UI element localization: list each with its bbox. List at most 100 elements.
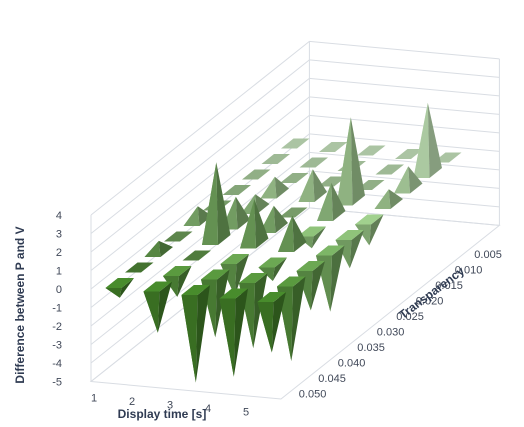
pyramid-face [273, 205, 288, 233]
pyramid-face [260, 176, 277, 199]
flat-mark [261, 154, 290, 164]
pyramid-base [297, 226, 326, 237]
pyramid-face [257, 302, 274, 353]
pyramid-mark [336, 117, 365, 206]
y-tick-label: 2 [56, 247, 62, 259]
pyramid-face [292, 215, 307, 252]
pyramid-mark [164, 231, 193, 242]
pyramid-face [163, 276, 179, 297]
x-tick-label: 5 [243, 406, 249, 418]
flat-mark [242, 169, 271, 180]
pyramid-face [272, 257, 287, 281]
pyramid-face [271, 292, 286, 353]
pyramid-mark [105, 278, 134, 298]
pyramid-mark [277, 276, 306, 362]
pyramid-mark [355, 214, 384, 246]
flat-mark [357, 145, 386, 156]
pyramid-face [216, 162, 231, 245]
pyramid-face [177, 266, 192, 297]
pyramid-mark [125, 262, 154, 273]
pyramid-base [201, 269, 230, 280]
pyramid-face [427, 102, 442, 178]
pyramid-mark [298, 169, 327, 202]
pyramid-base [105, 278, 134, 288]
pyramid-base [355, 214, 384, 225]
pyramid-face [349, 230, 364, 269]
pyramid-mark [279, 207, 308, 218]
pyramid-mark [219, 288, 248, 377]
x-tick-labels: 1 2 3 4 5 [91, 392, 249, 418]
pyramid-face [144, 240, 161, 257]
x-tick-label: 4 [205, 403, 211, 415]
pyramid-face [330, 245, 345, 312]
z-tick-label: 0.005 [474, 249, 502, 261]
z-tick-label: 0.040 [338, 357, 366, 369]
flat-mark [319, 142, 348, 152]
pyramid-face [105, 288, 122, 298]
flat-mark [164, 231, 193, 242]
pyramid-mark [222, 185, 251, 195]
pyramid-mark [357, 145, 386, 156]
pyramid-face [240, 199, 256, 249]
pyramid-face [413, 102, 430, 178]
pyramid-base [181, 285, 210, 295]
z-tick-label: 0.030 [377, 326, 405, 338]
pyramid-base [316, 245, 345, 256]
pyramid-mark [257, 292, 286, 353]
pyramid-base [163, 266, 192, 276]
pyramid-face [202, 162, 218, 245]
pyramid-base [143, 281, 172, 292]
pyramid-base [277, 276, 306, 287]
pyramid-face [350, 117, 365, 206]
pyramid-face [219, 298, 236, 377]
flat-mark [182, 250, 211, 261]
pyramid-mark [182, 250, 211, 261]
pyramid-face [331, 182, 346, 221]
pyramid-base [257, 292, 286, 302]
pyramid-mark [183, 206, 212, 226]
y-tick-label: -3 [52, 340, 62, 352]
y-tick-label: 3 [56, 229, 62, 241]
y-tick-label: -1 [52, 303, 62, 315]
pyramid-mark [242, 169, 271, 180]
y-tick-labels: 4 3 2 1 0 -1 -2 -3 -4 -5 [52, 210, 62, 389]
x-tick-label: 3 [167, 399, 173, 411]
flat-mark [281, 138, 310, 149]
pyramid-face [254, 199, 269, 249]
flat-mark [125, 262, 154, 273]
pyramid-face [158, 240, 173, 257]
z-tick-label: 0.050 [299, 388, 327, 400]
pyramid-mark [181, 285, 210, 383]
y-tick-label: -5 [52, 377, 62, 389]
pyramid-mark [144, 240, 173, 257]
pyramid-face [197, 206, 212, 226]
pyramid-mark [318, 176, 347, 187]
chart-grid [89, 40, 501, 400]
flat-mark [299, 157, 328, 168]
pyramid-base [335, 230, 364, 240]
pyramid-face [336, 117, 353, 206]
y-axis-title: Difference between P and V [13, 226, 27, 383]
pyramid-face [310, 261, 325, 311]
z-axis-title: Transparency [396, 264, 467, 322]
z-tick-labels: 0.005 0.010 0.015 0.020 0.025 0.030 0.035 0.040… [299, 249, 502, 401]
pyramid-face [388, 189, 403, 209]
pyramid-face [298, 169, 315, 202]
flat-mark [375, 164, 404, 175]
pyramid-mark [260, 176, 289, 199]
pyramid-face [183, 206, 200, 226]
z-tick-label: 0.010 [455, 264, 483, 276]
pyramid-face [394, 166, 410, 194]
flat-mark [318, 176, 347, 187]
y-tick-label: 1 [56, 266, 62, 278]
flat-mark [222, 185, 251, 195]
pyramid-face [311, 226, 326, 249]
x-axis-title: Display time [s] [118, 407, 207, 421]
pyramid-base [219, 288, 248, 299]
pyramid-mark [374, 189, 403, 209]
pyramid-face [408, 166, 423, 194]
pyramid-face [119, 278, 134, 298]
pyramid-face [235, 196, 250, 230]
pyramid-mark [202, 162, 231, 245]
